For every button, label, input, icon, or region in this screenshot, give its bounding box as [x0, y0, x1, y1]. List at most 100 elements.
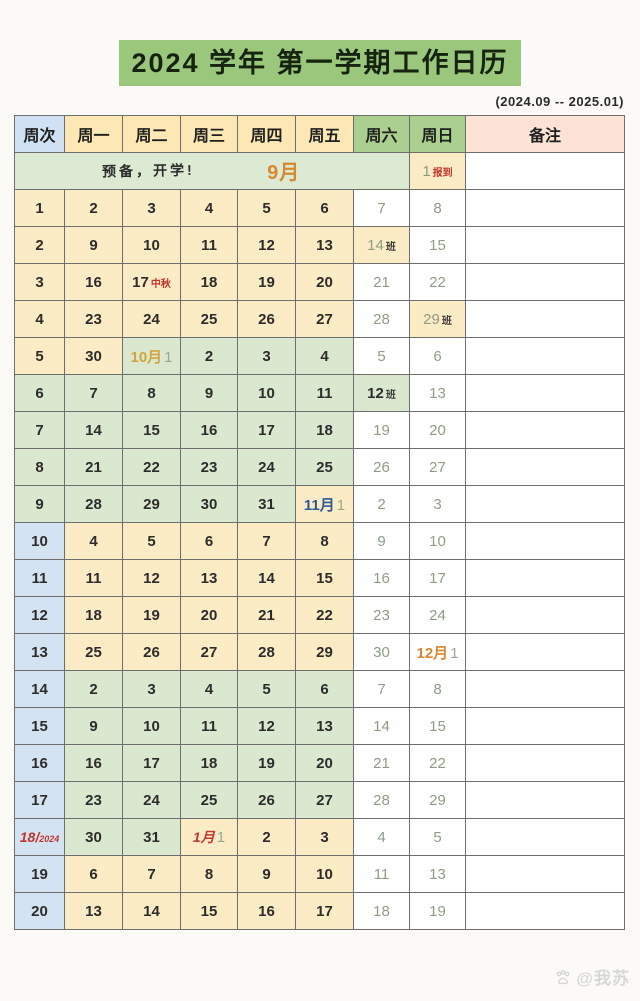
note-cell	[465, 522, 625, 561]
date-cell: 2	[237, 818, 296, 857]
date-cell: 16	[353, 559, 410, 598]
week-number-cell: 9	[14, 485, 65, 524]
date-cell: 20	[295, 263, 354, 302]
date-cell: 5	[409, 818, 466, 857]
date-cell: 12月 1	[409, 633, 466, 672]
date-cell: 17	[295, 892, 354, 931]
week-number-cell: 14	[14, 670, 65, 709]
date-cell: 14	[237, 559, 296, 598]
month-banner-row: 预备，开学! 9月 1 报到	[14, 152, 625, 191]
week-number-cell: 11	[14, 559, 65, 598]
date-cell: 18	[180, 263, 238, 302]
date-cell: 12	[237, 226, 296, 265]
week-row: 11 11 12 13 14 15 16 17	[14, 559, 625, 598]
date-cell: 22	[122, 448, 181, 487]
date-cell: 8	[295, 522, 354, 561]
date-cell: 31	[237, 485, 296, 524]
week-row: 19 6 7 8 9 10 11 13	[14, 855, 625, 894]
date-cell: 7	[64, 374, 123, 413]
date-cell: 13	[409, 855, 466, 894]
week-number-cell: 3	[14, 263, 65, 302]
date-cell: 4	[180, 670, 238, 709]
date-cell: 29	[409, 781, 466, 820]
date-cell: 8	[409, 670, 466, 709]
date-cell: 28	[237, 633, 296, 672]
week-row: 6 7 8 9 10 11 12 班 13	[14, 374, 625, 413]
date-cell: 6	[409, 337, 466, 376]
date-cell: 3	[295, 818, 354, 857]
date-cell: 2	[64, 189, 123, 228]
week-row: 15 9 10 11 12 13 14 15	[14, 707, 625, 746]
header-row: 周次 周一 周二 周三 周四 周五 周六 周日 备注	[14, 115, 625, 154]
week-number-cell: 10	[14, 522, 65, 561]
date-cell: 14 班	[353, 226, 410, 265]
week-row: 7 14 15 16 17 18 19 20	[14, 411, 625, 450]
date-cell: 15	[295, 559, 354, 598]
date-cell: 23	[353, 596, 410, 635]
date-cell: 23	[64, 300, 123, 339]
note-cell	[465, 818, 625, 857]
week-number-cell: 7	[14, 411, 65, 450]
date-cell: 26	[122, 633, 181, 672]
date-cell: 10月 1	[122, 337, 181, 376]
date-cell: 5	[122, 522, 181, 561]
date-cell: 29	[122, 485, 181, 524]
date-cell: 10	[237, 374, 296, 413]
date-cell: 16	[64, 263, 123, 302]
date-cell: 3	[122, 189, 181, 228]
date-cell: 7	[353, 670, 410, 709]
date-cell: 3	[237, 337, 296, 376]
date-cell: 29	[295, 633, 354, 672]
date-cell: 6	[295, 670, 354, 709]
date-cell: 13	[295, 226, 354, 265]
report-day-cell: 1 报到	[409, 152, 466, 191]
note-cell	[465, 855, 625, 894]
date-cell: 13	[295, 707, 354, 746]
date-cell: 27	[295, 781, 354, 820]
page-title: 2024 学年 第一学期工作日历	[119, 40, 521, 87]
date-cell: 16	[237, 892, 296, 931]
date-cell: 10	[122, 707, 181, 746]
date-cell: 11	[180, 226, 238, 265]
date-cell: 8	[180, 855, 238, 894]
date-cell: 18	[64, 596, 123, 635]
note-cell	[465, 226, 625, 265]
date-cell: 2	[353, 485, 410, 524]
date-cell: 23	[64, 781, 123, 820]
week-number-cell: 12	[14, 596, 65, 635]
date-cell: 25	[64, 633, 123, 672]
note-cell	[465, 781, 625, 820]
date-cell: 21	[353, 263, 410, 302]
date-cell: 15	[409, 226, 466, 265]
date-cell: 25	[180, 781, 238, 820]
week-row: 13 25 26 27 28 29 30 12月 1	[14, 633, 625, 672]
date-cell: 2	[180, 337, 238, 376]
date-cell: 5	[237, 670, 296, 709]
week-row: 18/2024 30 31 1月 1 2 3 4 5	[14, 818, 625, 857]
week-number-cell: 13	[14, 633, 65, 672]
note-cell	[465, 300, 625, 339]
date-cell: 2	[64, 670, 123, 709]
date-cell: 30	[64, 337, 123, 376]
handwriting-note: 预备，开学!	[101, 162, 195, 180]
week-row: 2 9 10 11 12 13 14 班 15	[14, 226, 625, 265]
month-label-september: 9月	[267, 162, 301, 185]
note-cell	[465, 744, 625, 783]
date-cell: 20	[295, 744, 354, 783]
date-cell: 6	[180, 522, 238, 561]
date-cell: 17	[122, 744, 181, 783]
date-cell: 31	[122, 818, 181, 857]
date-cell: 3	[409, 485, 466, 524]
date-cell: 16	[180, 411, 238, 450]
date-cell: 15	[180, 892, 238, 931]
date-cell: 15	[409, 707, 466, 746]
date-cell: 25	[180, 300, 238, 339]
week-row: 3 16 17 中秋 18 19 20 21 22	[14, 263, 625, 302]
date-cell: 3	[122, 670, 181, 709]
header-cell: 周六	[353, 115, 410, 154]
week-row: 17 23 24 25 26 27 28 29	[14, 781, 625, 820]
note-cell	[465, 596, 625, 635]
date-cell: 13	[409, 374, 466, 413]
header-cell: 周三	[180, 115, 238, 154]
